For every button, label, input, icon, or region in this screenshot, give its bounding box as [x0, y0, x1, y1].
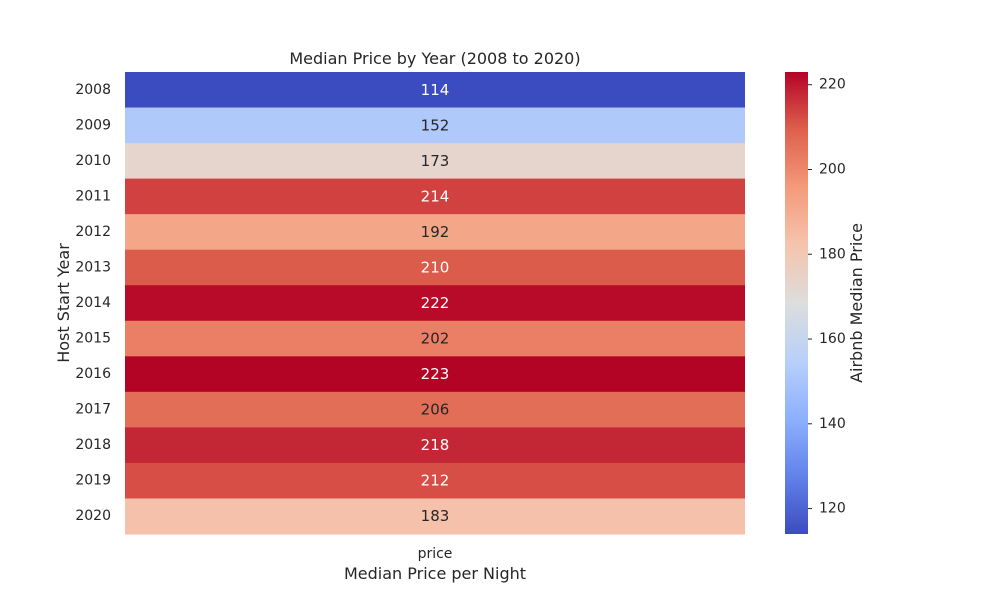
row-tick-label: 2016 — [75, 366, 111, 382]
heatmap-cell — [125, 107, 745, 144]
cell-value-label: 202 — [421, 330, 450, 348]
heatmap-cell — [125, 214, 745, 251]
row-tick-label: 2014 — [75, 295, 111, 311]
row-tick-labels: 2008 2009 2010 2011 2012 2013 2014 2015 2016 2017… — [75, 82, 111, 524]
heatmap-cell — [125, 498, 745, 535]
column-tick-label: price — [418, 546, 453, 562]
row-tick-label: 2020 — [75, 508, 111, 524]
y-axis-label: Host Start Year — [54, 243, 73, 363]
heatmap-cell — [125, 320, 745, 357]
cell-value-label: 206 — [421, 401, 450, 419]
heatmap-cell — [125, 462, 745, 499]
heatmap-cell — [125, 178, 745, 215]
heatmap-cell — [125, 356, 745, 393]
colorbar-tick-label: 160 — [819, 331, 846, 347]
row-tick-label: 2017 — [75, 402, 111, 418]
row-tick-label: 2010 — [75, 153, 111, 169]
heatmap-cell — [125, 427, 745, 464]
heatmap-cell — [125, 143, 745, 180]
cell-value-label: 192 — [421, 223, 450, 241]
chart-title: Median Price by Year (2008 to 2020) — [289, 49, 580, 68]
cell-value-label: 222 — [421, 294, 450, 312]
cell-value-label: 152 — [421, 116, 450, 134]
colorbar — [785, 72, 808, 534]
row-tick-label: 2019 — [75, 473, 111, 489]
x-axis-label: Median Price per Night — [344, 564, 526, 583]
row-tick-label: 2011 — [75, 188, 111, 204]
heatmap-cell — [125, 285, 745, 322]
row-tick-label: 2008 — [75, 82, 111, 98]
colorbar-tick-label: 200 — [819, 161, 846, 177]
cell-value-label: 183 — [421, 507, 450, 525]
row-tick-label: 2015 — [75, 331, 111, 347]
row-tick-label: 2009 — [75, 117, 111, 133]
colorbar-label: Airbnb Median Price — [847, 223, 866, 383]
row-tick-label: 2018 — [75, 437, 111, 453]
cell-value-label: 173 — [421, 152, 450, 170]
heatmap-cells: 114 152 173 214 192 210 222 202 223 206 218 212 183 — [125, 72, 745, 535]
cell-value-label: 210 — [421, 258, 450, 276]
heatmap-cell — [125, 249, 745, 286]
heatmap-cell — [125, 72, 745, 109]
row-tick-label: 2013 — [75, 259, 111, 275]
cell-value-label: 218 — [421, 436, 450, 454]
heatmap-cell — [125, 391, 745, 428]
cell-value-label: 223 — [421, 365, 450, 383]
cell-value-label: 214 — [421, 187, 450, 205]
colorbar-tick-label: 220 — [819, 77, 846, 93]
colorbar-ticks: 120 140 160 180 200 220 — [808, 77, 846, 517]
colorbar-tick-label: 180 — [819, 246, 846, 262]
colorbar-tick-label: 140 — [819, 416, 846, 432]
column-tick-labels: price — [418, 546, 453, 562]
row-tick-label: 2012 — [75, 224, 111, 240]
colorbar-tick-label: 120 — [819, 501, 846, 517]
cell-value-label: 114 — [421, 81, 450, 99]
cell-value-label: 212 — [421, 472, 450, 490]
